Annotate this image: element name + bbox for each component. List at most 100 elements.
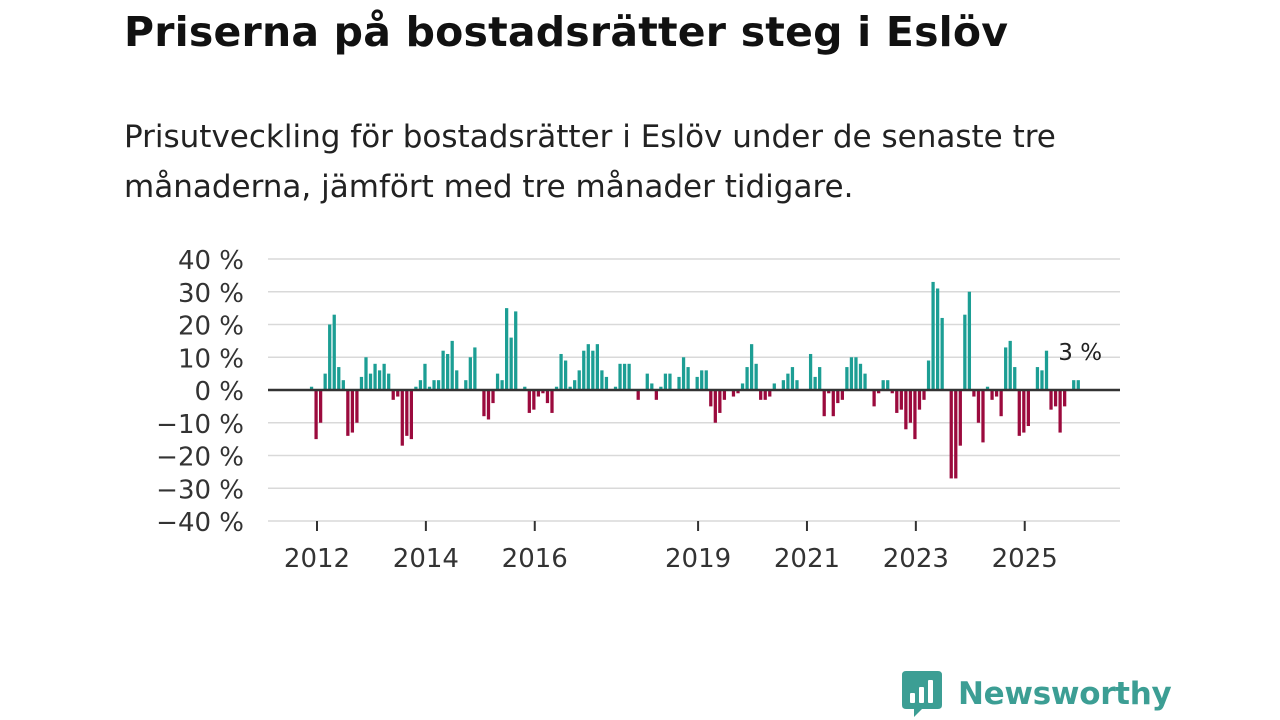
bar	[881, 380, 885, 390]
y-tick-label: −10 %	[156, 410, 244, 440]
bar	[622, 363, 627, 390]
bar	[504, 308, 509, 390]
bar	[759, 390, 763, 400]
bar	[1022, 390, 1026, 433]
bar	[999, 390, 1003, 417]
bar	[1004, 347, 1008, 390]
y-tick-label: −40 %	[156, 508, 244, 538]
bar	[591, 350, 595, 390]
last-value-label: 3 %	[1058, 340, 1102, 366]
x-tick-label: 2014	[393, 544, 459, 574]
bar	[536, 390, 541, 397]
bar	[541, 390, 545, 394]
bar	[600, 370, 604, 390]
brand-logo[interactable]: Newsworthy	[902, 670, 1172, 718]
y-tick-label: 0 %	[194, 377, 244, 407]
bar	[781, 380, 786, 390]
bar	[482, 390, 486, 417]
bar	[985, 386, 990, 390]
bar	[382, 363, 386, 390]
bar	[899, 390, 903, 410]
bar	[963, 314, 967, 390]
bar	[341, 380, 345, 390]
bar	[523, 386, 527, 390]
bar	[976, 390, 981, 423]
bar	[577, 370, 581, 390]
bar	[654, 390, 658, 400]
bar	[686, 367, 690, 390]
bar	[332, 314, 336, 390]
x-tick-label: 2021	[774, 544, 840, 574]
bar	[559, 353, 563, 390]
bar	[994, 390, 999, 397]
bar	[917, 390, 922, 410]
x-tick-label: 2016	[502, 544, 568, 574]
bar	[1040, 370, 1044, 390]
bar	[908, 390, 913, 423]
bar	[582, 350, 586, 390]
bar	[681, 357, 686, 390]
bar	[500, 380, 504, 390]
bar	[1058, 390, 1062, 433]
bar	[786, 373, 790, 390]
bar	[886, 380, 890, 390]
bar	[731, 390, 736, 397]
bar	[913, 390, 917, 440]
bar	[650, 383, 654, 390]
bar	[636, 390, 640, 400]
bar	[845, 367, 849, 390]
bar	[863, 373, 867, 390]
bar	[940, 317, 944, 390]
bar	[704, 370, 708, 390]
bar	[827, 390, 831, 394]
bar	[527, 390, 531, 413]
bar	[872, 390, 876, 407]
bar	[368, 373, 373, 390]
bar	[659, 386, 663, 390]
bar	[849, 357, 854, 390]
bar	[618, 363, 622, 390]
x-tick-label: 2023	[883, 544, 949, 574]
x-tick-label: 2025	[992, 544, 1058, 574]
bar	[663, 373, 668, 390]
bar	[926, 360, 931, 390]
bar	[677, 376, 681, 390]
bar	[595, 344, 600, 390]
bar	[768, 390, 772, 397]
bar	[1013, 367, 1017, 390]
bar	[346, 390, 350, 436]
bar	[754, 363, 758, 390]
bar	[473, 347, 477, 390]
brand-name: Newsworthy	[958, 676, 1172, 712]
x-axis: 2012 2014 2016 2019 2021 2023 2025	[284, 521, 1058, 574]
bar	[550, 390, 554, 413]
bar	[763, 390, 767, 400]
bar	[446, 353, 450, 390]
bar	[990, 390, 994, 400]
bar	[790, 367, 795, 390]
bar	[573, 380, 577, 390]
bar	[745, 367, 749, 390]
bar	[713, 390, 717, 423]
bar	[309, 386, 314, 390]
bar	[709, 390, 713, 407]
bar	[854, 357, 858, 390]
bar	[972, 390, 976, 397]
bar	[877, 390, 881, 394]
bar	[418, 380, 423, 390]
bar	[1072, 380, 1076, 390]
bar	[441, 350, 445, 390]
bar	[736, 390, 740, 394]
bar	[931, 281, 935, 390]
bar	[749, 344, 754, 390]
bar	[840, 390, 844, 400]
bar	[822, 390, 826, 417]
bar	[387, 373, 391, 390]
bar	[858, 363, 863, 390]
bar	[486, 390, 491, 420]
bar	[468, 357, 472, 390]
bar	[818, 367, 822, 390]
bar	[836, 390, 840, 404]
bar	[464, 380, 468, 390]
